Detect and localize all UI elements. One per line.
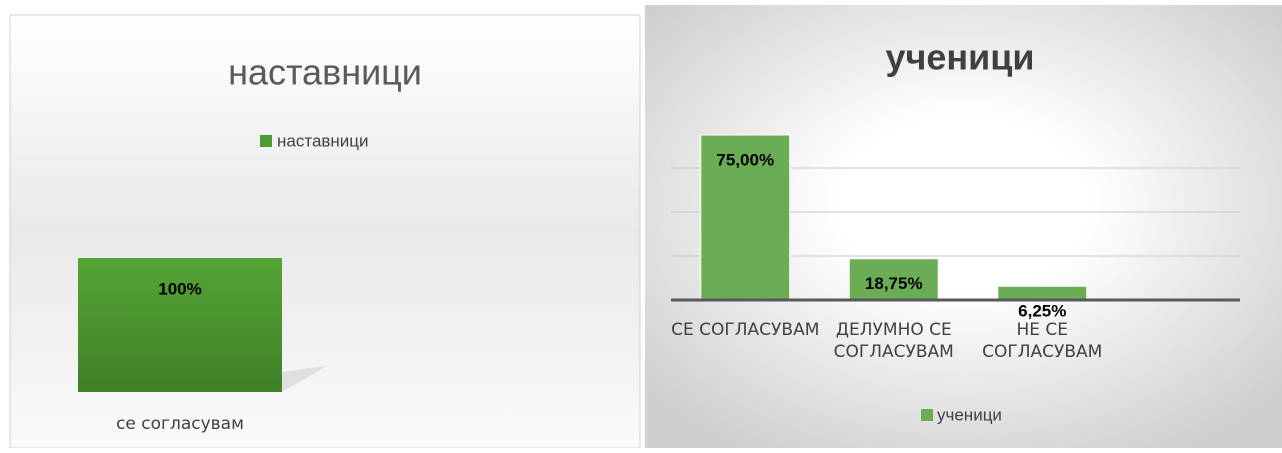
bar-shadow <box>282 366 327 392</box>
chart-title: наставници <box>228 52 422 93</box>
x-tick-label: се согласувам <box>116 414 244 434</box>
chart-title: ученици <box>885 37 1034 78</box>
x-tick-label-box: се согласувам <box>116 414 244 434</box>
bar <box>78 258 282 392</box>
data-label: 75,00% <box>716 150 774 169</box>
x-tick-label-box: НЕ СЕ СОГЛАСУВАМ <box>982 320 1103 362</box>
x-tick-label: ДЕЛУМНО СЕ СОГЛАСУВАМ <box>833 320 954 362</box>
legend-label: наставници <box>277 131 369 150</box>
legend-swatch <box>260 135 272 147</box>
bar <box>848 258 939 301</box>
x-tick-label: НЕ СЕ СОГЛАСУВАМ <box>982 320 1103 362</box>
data-label: 18,75% <box>865 274 923 293</box>
x-tick-label-box: СЕ СОГЛАСУВАМ <box>671 320 820 340</box>
data-label: 6,25% <box>1018 302 1066 321</box>
legend-swatch <box>921 409 933 421</box>
data-label: 100% <box>158 279 201 298</box>
x-tick-label: СЕ СОГЛАСУВАМ <box>671 320 820 340</box>
legend-label: ученици <box>937 405 1002 424</box>
bar <box>997 285 1088 301</box>
x-tick-label-box: ДЕЛУМНО СЕ СОГЛАСУВАМ <box>833 320 954 362</box>
bar <box>700 134 791 301</box>
